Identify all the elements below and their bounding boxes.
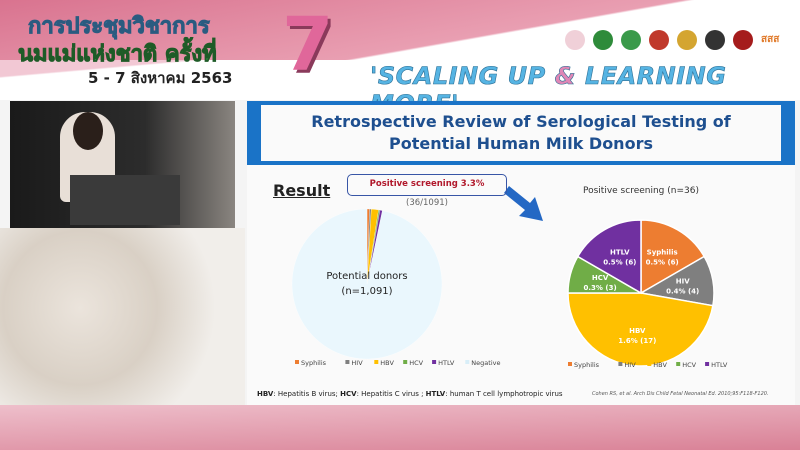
legend-label: Syphilis — [574, 361, 600, 369]
citation: Cohen RS, et al. Arch Dis Child Fetal Ne… — [592, 391, 769, 397]
legend-label: HCV — [409, 359, 423, 367]
legend-swatch — [403, 360, 408, 364]
slogan-text: 'SCALING UP — [370, 62, 555, 91]
slice-label: Syphilis — [647, 248, 678, 256]
pie2-title: Positive screening (n=36) — [583, 186, 699, 196]
callout-count: (36/1091) — [406, 198, 448, 208]
speaker-head — [73, 112, 103, 150]
conference-dates: 5 - 7 สิงหาคม 2563 — [88, 69, 233, 87]
slice-value-label: 0.5% (6) — [603, 258, 636, 266]
pie-slice-syphilis — [640, 219, 706, 295]
slice-label: HBV — [629, 327, 646, 335]
conference-title-2: นมแม่แห่งชาติ ครั้งที่ — [18, 42, 218, 68]
charts-svg: Syphilis HIV HBV HCV HTLV Negative Potential d… — [291, 186, 728, 369]
slide-title-1: Retrospective Review of Serological Test… — [311, 112, 731, 131]
child-photo — [0, 228, 245, 408]
logo-icon — [621, 30, 641, 50]
legend-label: HIV — [351, 359, 363, 367]
presentation-slide: Retrospective Review of Serological Test… — [247, 101, 795, 405]
legend-label: HBV — [380, 359, 394, 367]
header-band — [0, 0, 800, 60]
legend-label: Negative — [471, 359, 500, 367]
slice-value-label: 0.3% (3) — [584, 284, 617, 292]
legend-swatch — [295, 360, 299, 364]
center-label-2: (n=1,091) — [341, 286, 392, 297]
arrow-icon — [504, 186, 543, 221]
legend-label: HBV — [653, 361, 667, 369]
slice-value-label: 0.5% (6) — [646, 258, 679, 266]
pie-slice-negative — [291, 208, 443, 360]
legend-swatch — [345, 360, 350, 364]
abbr: HTLV — [425, 390, 446, 398]
slice-value-label: 0.4% (4) — [666, 288, 699, 296]
slogan: 'SCALING UP & LEARNING MORE' — [370, 62, 800, 119]
sponsor-logos: สสส — [565, 30, 779, 50]
slide-title-2: Potential Human Milk Donors — [389, 134, 653, 153]
positive-callout: Positive screening 3.3% (36/1091) — [347, 174, 507, 208]
logo-icon — [593, 30, 613, 50]
conference-number: 7 — [282, 2, 334, 88]
logo-icon — [705, 30, 725, 50]
logo-icon — [649, 30, 669, 50]
legend-swatch — [647, 362, 652, 366]
slogan-amp: & — [554, 62, 577, 91]
slice-value-label: 1.6% (17) — [618, 337, 656, 345]
legend-label: Syphilis — [301, 359, 327, 367]
footnote: HBV: Hepatitis B virus; HCV: Hepatitis C… — [257, 390, 563, 398]
abbr-text: : human T cell lymphotropic virus — [445, 390, 563, 398]
legend-label: HCV — [682, 361, 696, 369]
legend-swatch — [568, 362, 572, 366]
podium — [70, 175, 180, 225]
slice-label: HTLV — [610, 248, 630, 256]
legend-swatch — [676, 362, 681, 366]
legend-label: HIV — [624, 361, 636, 369]
slide-title-banner: Retrospective Review of Serological Test… — [247, 101, 795, 165]
logo-icon — [677, 30, 697, 50]
logo-icon — [733, 30, 753, 50]
center-label-1: Potential donors — [326, 271, 407, 282]
legend-swatch — [618, 362, 623, 366]
result-label: Result — [273, 181, 331, 200]
legend-swatch — [374, 360, 379, 364]
pie-slice-htlv — [576, 219, 642, 295]
logo-icon — [565, 30, 585, 50]
slice-label: HCV — [592, 274, 609, 282]
abbr: HCV — [340, 390, 357, 398]
callout-bold: Positive screening 3.3% — [369, 179, 485, 189]
legend-swatch — [705, 362, 710, 366]
conference-title-1: การประชุมวิชาการ — [28, 14, 211, 40]
sss-logo: สสส — [761, 34, 780, 45]
legend-swatch — [465, 360, 470, 364]
slice-label: HIV — [676, 278, 690, 286]
legend-label: HTLV — [438, 359, 455, 367]
legend-swatch — [432, 360, 437, 364]
abbr-text: : Hepatitis C virus ; — [356, 390, 426, 398]
pie-slice-hbv — [567, 292, 714, 367]
abbr: HBV — [257, 390, 274, 398]
abbr-text: : Hepatitis B virus; — [273, 390, 341, 398]
footer-band — [0, 405, 800, 450]
legend-label: HTLV — [711, 361, 728, 369]
